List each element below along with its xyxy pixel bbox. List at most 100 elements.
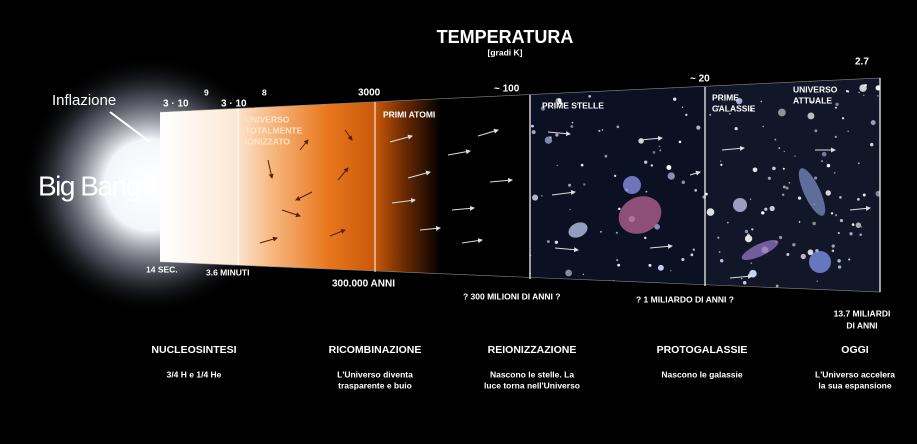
temperature: ~ 20	[690, 74, 710, 85]
epoch-description: la sua espansione	[818, 380, 891, 390]
star	[778, 109, 786, 117]
star	[821, 160, 823, 162]
region-label: PRIMI ATOMI	[383, 109, 435, 119]
star	[555, 241, 558, 244]
star	[666, 165, 671, 170]
star	[799, 221, 801, 223]
star	[772, 167, 776, 171]
star	[729, 113, 730, 114]
star	[565, 270, 572, 277]
star	[690, 253, 693, 256]
star	[572, 122, 574, 124]
star	[801, 254, 806, 259]
big-bang-label: Big Bang	[38, 170, 140, 201]
temperature-exponent: 8	[262, 87, 267, 97]
star	[807, 112, 814, 119]
star	[653, 151, 656, 154]
star	[814, 176, 817, 179]
star	[870, 143, 873, 146]
star	[831, 212, 833, 214]
star	[832, 250, 835, 253]
star	[857, 198, 860, 201]
star	[877, 95, 879, 97]
star	[600, 231, 602, 233]
star	[762, 126, 764, 128]
star	[673, 97, 676, 100]
subtitle: [gradi K]	[488, 47, 523, 57]
star	[568, 184, 571, 187]
star	[761, 211, 764, 214]
star	[735, 127, 738, 130]
star	[847, 131, 848, 132]
star	[822, 152, 827, 157]
star	[745, 235, 752, 242]
star	[658, 265, 664, 271]
star	[837, 259, 840, 262]
star	[720, 259, 723, 262]
star	[814, 129, 817, 132]
star	[871, 120, 876, 125]
star	[547, 240, 550, 243]
star	[842, 117, 844, 119]
star	[858, 162, 860, 164]
region-label: UNIVERSO	[793, 84, 838, 94]
star	[817, 280, 818, 281]
temperature-exponent: 9	[204, 87, 209, 97]
epoch-name: RICOMBINAZIONE	[329, 344, 422, 356]
star	[617, 264, 620, 267]
star	[696, 126, 700, 130]
star	[583, 183, 585, 185]
star	[774, 139, 776, 141]
star	[581, 164, 584, 167]
star	[616, 125, 619, 128]
star	[826, 190, 831, 195]
star	[856, 222, 862, 228]
star	[812, 222, 815, 225]
star	[570, 125, 573, 128]
diagram: TEMPERATURA [gradi K] Inflazione Big Ban…	[0, 0, 917, 444]
star	[648, 264, 651, 267]
star	[838, 232, 840, 234]
epoch-description: trasparente e buio	[338, 380, 412, 390]
region-label: UNIVERSO	[245, 114, 290, 124]
time-label: ? 1 MILIARDO DI ANNI ?	[636, 294, 734, 304]
star	[557, 165, 558, 166]
star	[727, 222, 729, 224]
star	[776, 285, 779, 288]
time-label: 13.7 MILIARDI	[834, 308, 891, 318]
temperature: 2.7	[855, 57, 869, 68]
star	[644, 161, 647, 164]
temperature: 3000	[358, 88, 381, 99]
star	[743, 281, 747, 285]
inflation-label: Inflazione	[52, 92, 116, 109]
star	[741, 278, 743, 280]
star	[532, 195, 538, 201]
star	[858, 92, 860, 94]
star	[682, 107, 683, 108]
region-label: TOTALMENTE	[245, 125, 303, 135]
star	[541, 195, 542, 196]
temperature: 3 · 10	[163, 99, 189, 110]
star	[651, 164, 653, 166]
star	[798, 196, 801, 199]
epoch-name: NUCLEOSINTESI	[151, 344, 236, 356]
epoch-description: L'Universo accelera	[815, 369, 895, 379]
epoch-description: Nascono le galassie	[661, 369, 743, 379]
epoch-description: luce torna nell'Universo	[484, 380, 580, 390]
star	[604, 155, 607, 158]
star	[852, 223, 855, 226]
star	[859, 233, 862, 236]
star	[783, 185, 786, 188]
star	[618, 208, 620, 210]
star	[792, 243, 795, 246]
star	[764, 208, 767, 211]
star	[753, 167, 758, 172]
star	[782, 194, 784, 196]
star	[531, 125, 534, 128]
time-label: 14 SEC.	[146, 264, 178, 274]
star	[693, 249, 695, 251]
epoch-description: Nascono le stelle. La	[490, 369, 574, 379]
region-label: IONIZZATO	[245, 136, 290, 146]
star	[555, 133, 558, 136]
star	[861, 226, 862, 227]
